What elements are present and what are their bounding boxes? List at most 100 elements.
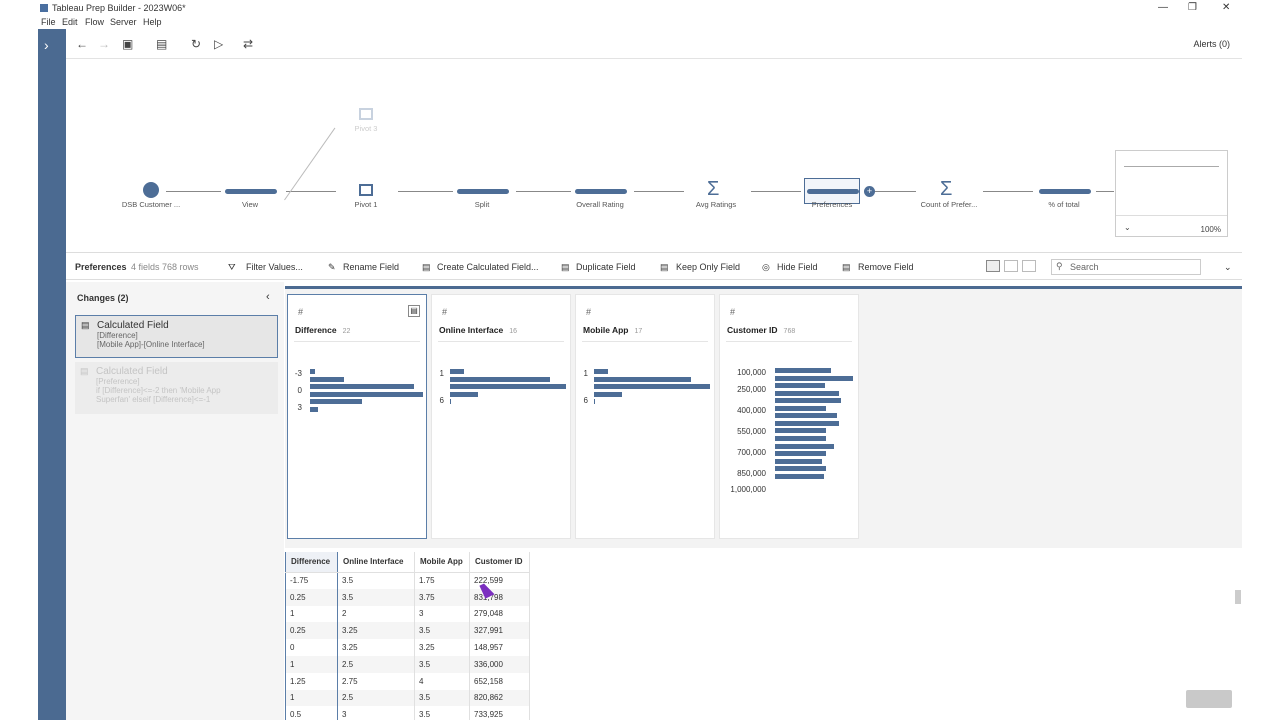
table-cell[interactable]: 3.75 bbox=[414, 588, 470, 606]
forward-arrow-icon[interactable]: → bbox=[98, 37, 110, 51]
table-cell[interactable]: 3 bbox=[414, 605, 470, 623]
histogram-bar[interactable] bbox=[594, 384, 710, 389]
column-header-difference[interactable]: Difference bbox=[285, 552, 338, 573]
search-input[interactable]: ⚲ Search bbox=[1051, 259, 1201, 275]
histogram-bar[interactable] bbox=[310, 384, 414, 389]
histogram-bar[interactable] bbox=[310, 376, 344, 382]
expand-panel-icon[interactable]: › bbox=[44, 37, 49, 53]
table-cell[interactable]: 1 bbox=[285, 605, 338, 623]
histogram-bar[interactable] bbox=[310, 399, 362, 404]
hide-field-button[interactable]: Hide Field bbox=[777, 262, 818, 272]
menu-file[interactable]: File bbox=[41, 17, 56, 27]
data-source-icon[interactable]: ▤ bbox=[156, 37, 168, 51]
flow-minimap[interactable]: ⌄ 100% bbox=[1115, 150, 1228, 237]
table-view-icon[interactable] bbox=[1004, 260, 1018, 272]
remove-field-button[interactable]: Remove Field bbox=[858, 262, 914, 272]
table-cell[interactable]: 3.25 bbox=[337, 639, 415, 656]
duplicate-field-button[interactable]: Duplicate Field bbox=[576, 262, 636, 272]
table-row[interactable]: 1 2 3 279,048 bbox=[285, 605, 530, 623]
node-input[interactable]: DSB Customer ... bbox=[101, 178, 201, 209]
add-step-icon[interactable]: + bbox=[864, 186, 875, 197]
table-cell[interactable]: 0.5 bbox=[285, 706, 338, 720]
column-header-mobile-app[interactable]: Mobile App bbox=[414, 552, 470, 573]
back-arrow-icon[interactable]: ← bbox=[76, 37, 88, 51]
table-cell[interactable]: 1.25 bbox=[285, 672, 338, 690]
table-cell[interactable]: 336,000 bbox=[469, 655, 530, 673]
rename-field-button[interactable]: Rename Field bbox=[343, 262, 400, 272]
list-view-icon[interactable] bbox=[1022, 260, 1036, 272]
histogram-bar[interactable] bbox=[775, 473, 825, 479]
table-row[interactable]: 0.25 3.25 3.5 327,991 bbox=[285, 622, 530, 640]
histogram-bar[interactable] bbox=[310, 369, 315, 374]
histogram-bar[interactable] bbox=[775, 368, 832, 373]
card-menu-icon[interactable]: ▤ bbox=[408, 305, 420, 317]
histogram-bar[interactable] bbox=[775, 420, 839, 426]
table-cell[interactable]: 820,862 bbox=[469, 689, 530, 707]
table-cell[interactable]: 2.5 bbox=[337, 689, 415, 707]
column-header-online-interface[interactable]: Online Interface bbox=[337, 552, 415, 573]
table-cell[interactable]: 3.5 bbox=[414, 622, 470, 640]
table-cell[interactable]: 0 bbox=[285, 639, 338, 656]
table-cell[interactable]: 1 bbox=[285, 689, 338, 707]
minimize-button[interactable]: — bbox=[1158, 2, 1168, 13]
table-row[interactable]: 1 2.5 3.5 820,862 bbox=[285, 689, 530, 707]
table-cell[interactable]: 0.25 bbox=[285, 622, 338, 640]
profile-card-difference[interactable]: # ▤ Difference 22 -3 0 3 bbox=[287, 294, 427, 539]
histogram-bar[interactable] bbox=[594, 399, 596, 404]
table-cell[interactable]: 3.25 bbox=[414, 639, 470, 656]
table-cell[interactable]: 1.75 bbox=[414, 572, 470, 589]
table-cell[interactable]: 2.75 bbox=[337, 672, 415, 690]
filter-values-button[interactable]: Filter Values... bbox=[246, 262, 303, 272]
histogram-bar[interactable] bbox=[594, 376, 692, 382]
profile-card-customer-id[interactable]: # Customer ID 768 100,000 250,000 400,000… bbox=[719, 294, 859, 539]
histogram-bar[interactable] bbox=[775, 466, 827, 472]
histogram-bar[interactable] bbox=[775, 390, 839, 396]
histogram-bar[interactable] bbox=[775, 413, 838, 419]
change-item-preference[interactable]: ▤ Calculated Field [Preference] if [Diff… bbox=[75, 362, 278, 414]
collapse-icon[interactable]: ⌄ bbox=[1224, 262, 1232, 272]
table-cell[interactable]: 3.5 bbox=[414, 655, 470, 673]
table-cell[interactable]: 148,957 bbox=[469, 639, 530, 656]
table-cell[interactable]: 3.5 bbox=[337, 588, 415, 606]
table-cell[interactable]: 3.5 bbox=[414, 689, 470, 707]
change-item-difference[interactable]: ▤ Calculated Field [Difference] [Mobile … bbox=[75, 315, 278, 358]
table-row[interactable]: -1.75 3.5 1.75 222,599 bbox=[285, 572, 530, 589]
histogram-bar[interactable] bbox=[775, 375, 853, 381]
menu-help[interactable]: Help bbox=[143, 17, 162, 27]
histogram-bar[interactable] bbox=[310, 406, 318, 412]
histogram-bar[interactable] bbox=[775, 428, 826, 434]
table-cell[interactable]: 3.25 bbox=[337, 622, 415, 640]
menu-edit[interactable]: Edit bbox=[62, 17, 78, 27]
histogram-bar[interactable] bbox=[450, 399, 452, 404]
table-cell[interactable]: 1 bbox=[285, 655, 338, 673]
histogram-bar[interactable] bbox=[775, 451, 826, 457]
table-row[interactable]: 0.5 3 3.5 733,925 bbox=[285, 706, 530, 720]
refresh-icon[interactable]: ↻ bbox=[191, 37, 202, 51]
table-cell[interactable]: 733,925 bbox=[469, 706, 530, 720]
table-cell[interactable]: 0.25 bbox=[285, 588, 338, 606]
histogram-bar[interactable] bbox=[775, 383, 825, 389]
table-cell[interactable]: 4 bbox=[414, 672, 470, 690]
close-button[interactable]: ✕ bbox=[1222, 2, 1231, 13]
table-row[interactable]: 1.25 2.75 4 652,158 bbox=[285, 672, 530, 690]
alerts-button[interactable]: Alerts (0) bbox=[1193, 39, 1230, 49]
save-icon[interactable]: ▣ bbox=[122, 37, 134, 51]
profile-card-online-interface[interactable]: # Online Interface 16 1 6 bbox=[431, 294, 571, 539]
profile-card-mobile-app[interactable]: # Mobile App 17 1 6 bbox=[575, 294, 715, 539]
table-cell[interactable]: -1.75 bbox=[285, 572, 338, 589]
column-header-customer-id[interactable]: Customer ID bbox=[469, 552, 530, 573]
flow-canvas[interactable]: DSB Customer ... View Pivot 1 Pivot 3 Sp… bbox=[66, 60, 1242, 250]
menu-server[interactable]: Server bbox=[110, 17, 137, 27]
histogram-bar[interactable] bbox=[450, 376, 550, 382]
histogram-bar[interactable] bbox=[310, 391, 423, 397]
collapse-pane-icon[interactable]: ‹ bbox=[266, 291, 270, 303]
restore-button[interactable]: ❐ bbox=[1188, 2, 1197, 13]
histogram-bar[interactable] bbox=[450, 391, 478, 397]
histogram-bar[interactable] bbox=[775, 398, 842, 404]
table-cell[interactable]: 327,991 bbox=[469, 622, 530, 640]
table-cell[interactable]: 279,048 bbox=[469, 605, 530, 623]
table-cell[interactable]: 831,798 bbox=[469, 588, 530, 606]
table-cell[interactable]: 222,599 bbox=[469, 572, 530, 589]
histogram-bar[interactable] bbox=[775, 458, 822, 464]
run-flow-icon[interactable]: ▷ bbox=[214, 37, 224, 51]
